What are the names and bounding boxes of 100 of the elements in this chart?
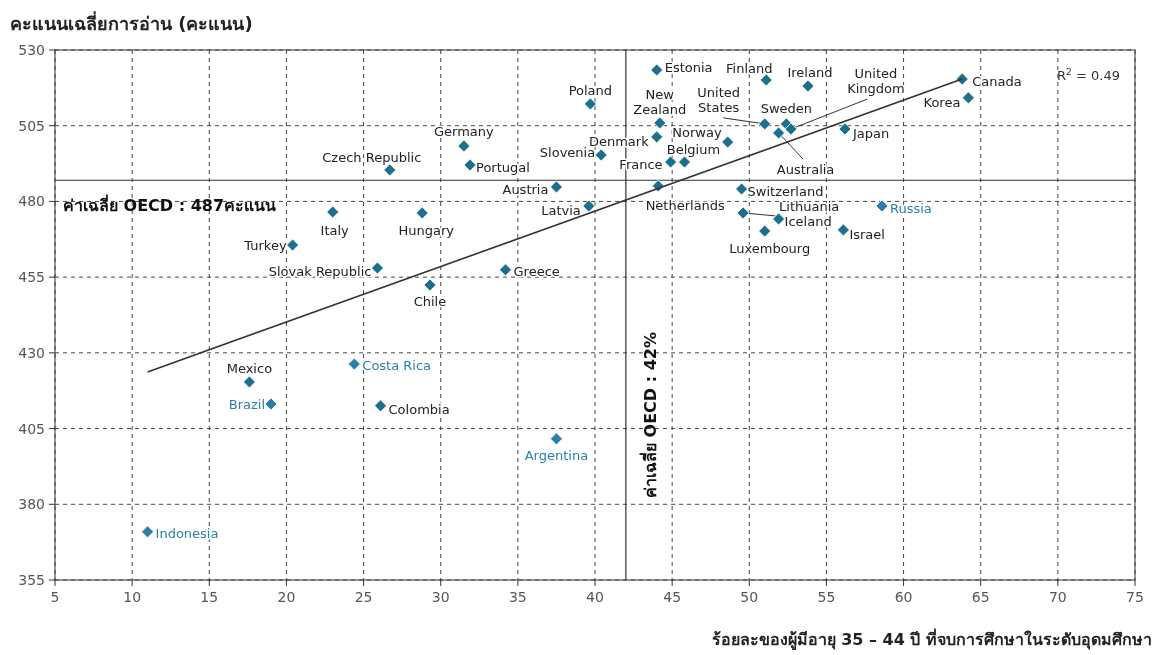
x-tick-label: 70 <box>1048 589 1067 605</box>
x-tick-label: 60 <box>894 589 913 605</box>
point <box>583 97 597 111</box>
data-label: Israel <box>849 226 885 242</box>
x-tick-label: 5 <box>50 589 60 605</box>
point <box>838 122 852 136</box>
data-label: Japan <box>851 126 890 142</box>
y-tick-label: 530 <box>18 42 45 58</box>
point <box>374 399 387 413</box>
point <box>650 63 664 77</box>
data-label: Turkey <box>243 238 287 254</box>
point <box>423 278 437 292</box>
data-label: Russia <box>889 200 932 216</box>
x-tick-label: 55 <box>817 589 836 605</box>
point <box>141 525 154 539</box>
point <box>875 199 889 213</box>
data-label: United States <box>697 84 741 115</box>
point <box>286 238 299 252</box>
point <box>463 158 477 172</box>
point <box>650 130 664 144</box>
x-tick-label: 30 <box>431 589 450 605</box>
x-tick-label: 25 <box>354 589 373 605</box>
data-label: Poland <box>568 82 613 98</box>
data-label: Chile <box>413 294 447 310</box>
annotation: R$^{2}$ = 0.49 <box>1057 67 1120 83</box>
point <box>550 432 563 446</box>
point <box>736 206 750 220</box>
point <box>772 212 785 226</box>
data-label: Colombia <box>388 401 450 417</box>
y-tick-label: 480 <box>18 193 45 210</box>
point <box>264 397 278 411</box>
y-tick-label: 380 <box>18 496 45 513</box>
y-tick-label: 505 <box>18 117 45 134</box>
data-label: Luxembourg <box>729 241 811 257</box>
point <box>371 261 384 275</box>
data-label: Hungary <box>398 222 455 238</box>
data-label: Austria <box>502 181 549 197</box>
data-label: Iceland <box>784 213 832 229</box>
x-tick-label: 20 <box>277 589 296 605</box>
data-label: Norway <box>672 125 722 141</box>
data-label: Latvia <box>541 202 581 218</box>
point <box>801 79 815 93</box>
data-label: Canada <box>972 74 1022 90</box>
y-tick-label: 355 <box>18 572 45 588</box>
data-label: Slovenia <box>539 145 596 161</box>
y-tick-label: 405 <box>18 420 45 437</box>
data-label: Australia <box>776 161 835 177</box>
point <box>759 73 773 87</box>
data-label: Netherlands <box>645 197 726 213</box>
ref-line-label: ค่าเฉลี่ย OECD : 42% <box>638 332 660 498</box>
point <box>415 206 429 220</box>
data-label: Estonia <box>664 59 713 75</box>
data-label: Indonesia <box>155 525 219 541</box>
x-tick-label: 65 <box>971 589 990 605</box>
point <box>582 199 596 213</box>
x-tick-label: 35 <box>508 589 527 605</box>
x-tick-label: 75 <box>1126 589 1144 605</box>
point <box>784 122 798 136</box>
point <box>347 357 361 371</box>
point <box>721 135 735 149</box>
point <box>758 224 772 238</box>
x-axis-title: ร้อยละของผู้มีอายุ 35 – 44 ปี ที่จบการศึกษาในระดับอุดมศึกษา <box>711 628 1152 651</box>
y-tick-label: 430 <box>18 344 45 361</box>
point <box>457 139 471 153</box>
data-label: Lithuania <box>779 198 840 214</box>
x-tick-label: 50 <box>740 589 759 605</box>
x-tick-label: 45 <box>663 589 682 605</box>
x-tick-label: 40 <box>586 589 604 605</box>
point <box>837 223 850 237</box>
data-label: Italy <box>320 223 350 239</box>
data-label: Costa Rica <box>362 358 432 374</box>
data-label: Portugal <box>476 160 530 176</box>
data-label: Mexico <box>226 360 273 376</box>
data-label: Ireland <box>787 65 833 81</box>
data-label: New Zealand <box>633 86 687 117</box>
data-label: Slovak Republic <box>268 264 372 280</box>
data-label: Argentina <box>524 447 589 463</box>
point <box>550 180 563 194</box>
data-label: Sweden <box>760 100 812 116</box>
data-label: Belgium <box>666 142 721 158</box>
point <box>653 116 667 130</box>
x-tick-label: 10 <box>123 589 142 605</box>
y-tick-label: 455 <box>18 269 45 286</box>
point <box>594 148 608 162</box>
point <box>243 375 256 389</box>
x-tick-label: 15 <box>200 589 219 605</box>
data-label: Czech Republic <box>322 149 422 165</box>
point <box>326 205 340 219</box>
data-label: Greece <box>513 263 560 279</box>
point <box>735 182 748 196</box>
point <box>961 91 975 105</box>
data-label: Switzerland <box>747 184 824 200</box>
point <box>758 117 772 131</box>
ref-line-label: ค่าเฉลี่ย OECD : 487คะแนน <box>63 194 277 216</box>
point <box>772 126 785 140</box>
data-label: Brazil <box>228 397 265 413</box>
data-label: Korea <box>923 94 961 110</box>
data-label: Germany <box>433 124 495 140</box>
data-label: United Kingdom <box>847 66 905 97</box>
point <box>499 263 512 277</box>
